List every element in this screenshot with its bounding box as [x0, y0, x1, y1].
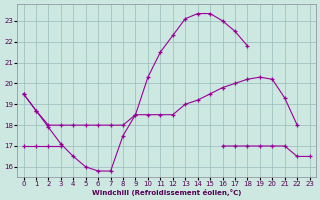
X-axis label: Windchill (Refroidissement éolien,°C): Windchill (Refroidissement éolien,°C): [92, 189, 241, 196]
